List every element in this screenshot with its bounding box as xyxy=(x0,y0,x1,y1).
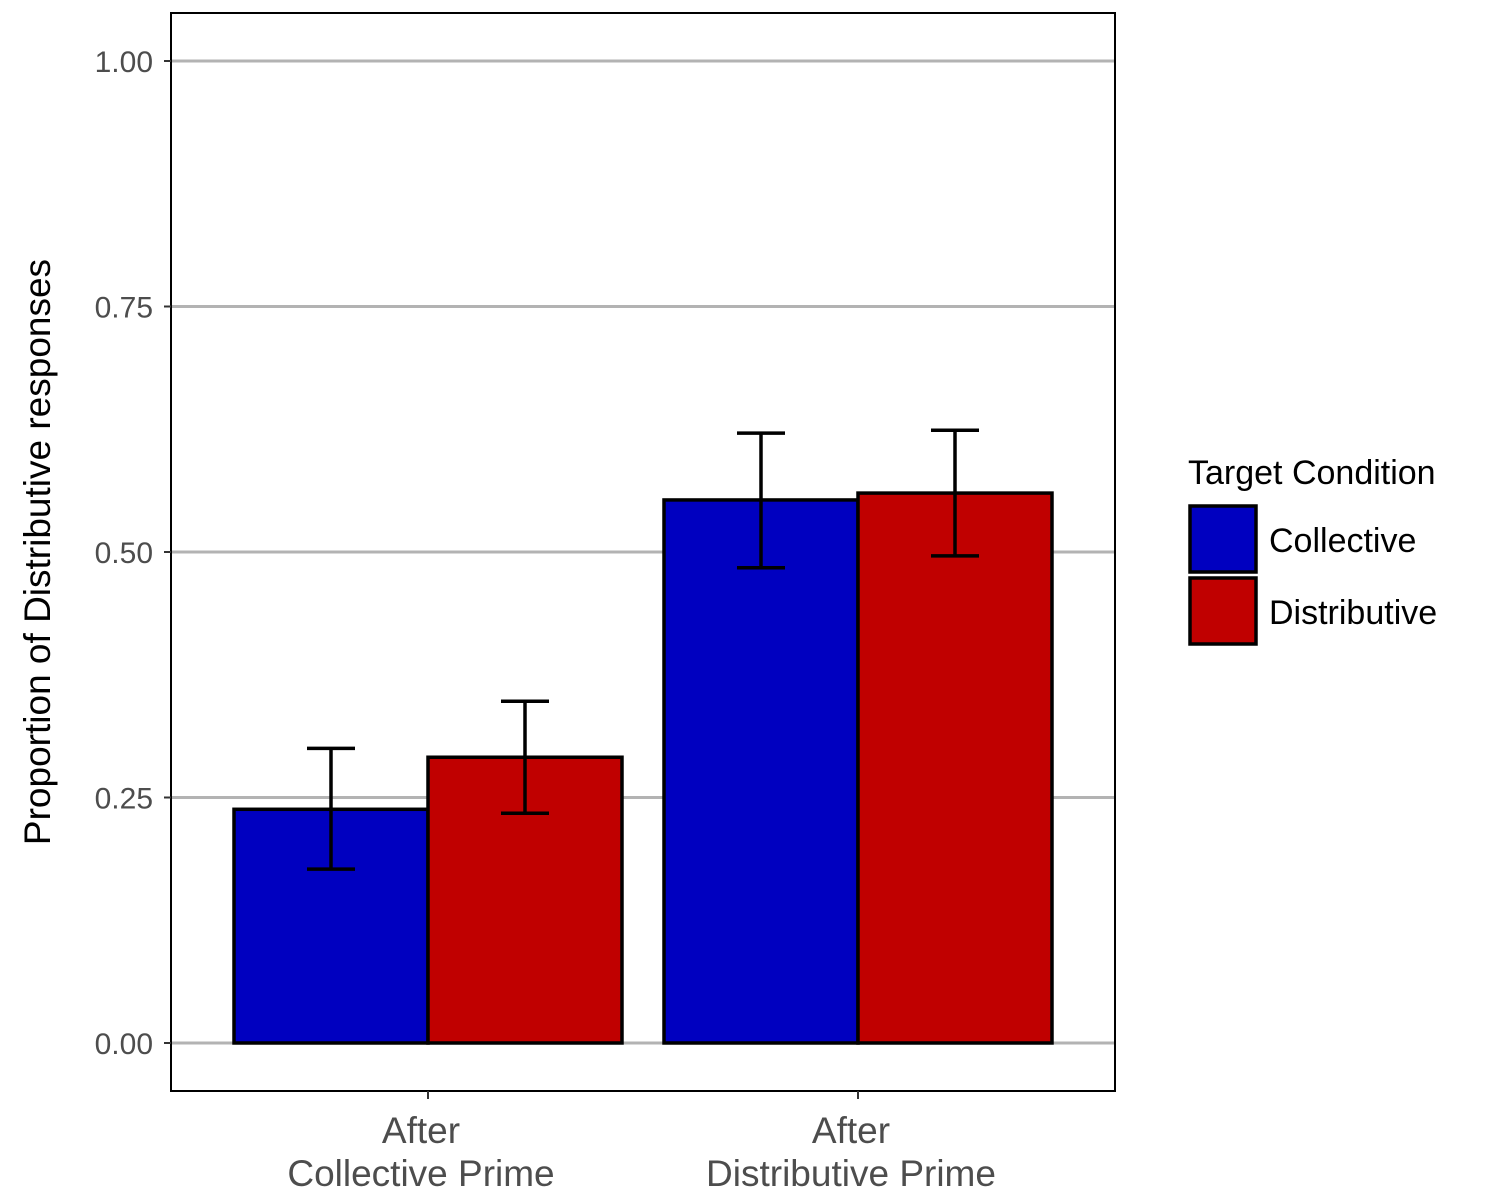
y-axis: 0.00 0.25 0.50 0.75 1.00 xyxy=(95,46,171,1061)
x-tick-label: After Distributive Prime xyxy=(706,1110,996,1194)
legend-key-collective xyxy=(1188,504,1258,574)
legend-label-collective: Collective xyxy=(1269,522,1416,560)
y-tick-label: 0.00 xyxy=(95,1028,153,1061)
bar-collective-2 xyxy=(662,498,860,1045)
y-axis-title: Proportion of Distributive responses xyxy=(17,259,58,845)
legend-title: Target Condition xyxy=(1188,454,1436,492)
legend-label-distributive: Distributive xyxy=(1269,594,1437,632)
legend-key-distributive xyxy=(1188,576,1258,646)
x-tick-label: After Collective Prime xyxy=(287,1110,554,1194)
error-bars xyxy=(307,428,979,871)
legend: Target Condition Collective Distributive xyxy=(1188,454,1437,646)
y-tick-label: 0.25 xyxy=(95,783,153,816)
bar-distributive-1 xyxy=(426,755,624,1045)
y-tick-label: 1.00 xyxy=(95,46,153,79)
bars xyxy=(232,491,1054,1045)
y-tick-label: 0.75 xyxy=(95,292,153,325)
x-axis: After Collective Prime After Distributive P… xyxy=(287,1091,996,1194)
bar-distributive-2 xyxy=(856,491,1054,1045)
y-tick-label: 0.50 xyxy=(95,537,153,570)
